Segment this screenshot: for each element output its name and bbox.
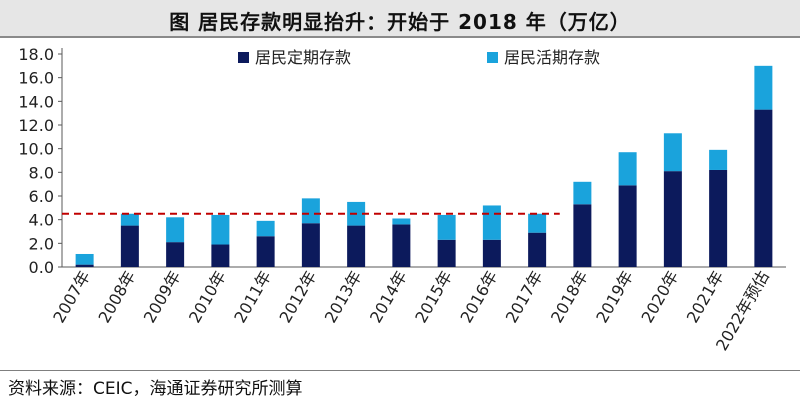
x-tick-label: 2011年	[230, 268, 275, 327]
bar-fixed-deposit	[211, 244, 230, 267]
x-tick-label: 2013年	[321, 268, 366, 327]
legend-swatch	[238, 52, 249, 63]
source-note: 资料来源：CEIC，海通证券研究所测算	[8, 379, 303, 399]
bar-demand-deposit	[166, 217, 185, 243]
chart-title: 图 居民存款明显抬升：开始于 2018 年（万亿）	[169, 10, 631, 34]
bar-demand-deposit	[618, 152, 637, 186]
y-tick-label: 12.0	[18, 116, 54, 135]
bar-demand-deposit	[392, 218, 411, 225]
x-tick-label: 2014年	[366, 268, 411, 327]
bar-demand-deposit	[75, 253, 94, 265]
y-tick-label: 18.0	[18, 45, 54, 64]
y-tick-label: 4.0	[29, 211, 54, 230]
bar-demand-deposit	[482, 205, 501, 240]
y-tick-label: 6.0	[29, 187, 54, 206]
bar-fixed-deposit	[663, 171, 682, 267]
legend-label: 居民定期存款	[255, 48, 351, 67]
bar-fixed-deposit	[618, 185, 637, 267]
bar-demand-deposit	[211, 214, 230, 245]
source-divider	[0, 370, 800, 371]
stacked-bar-chart: 0.0 2.0 4.0 6.0 8.0 10.0 12.0 14.0 16.0 18.0 2007年…	[18, 45, 786, 354]
y-tick-label: 14.0	[18, 92, 54, 111]
y-tick-label: 2.0	[29, 234, 54, 253]
bar-demand-deposit	[256, 220, 275, 237]
title-bar: 图 居民存款明显抬升：开始于 2018 年（万亿）	[0, 0, 800, 38]
bar-demand-deposit	[301, 198, 320, 224]
bar-fixed-deposit	[573, 204, 592, 267]
x-tick-label: 2008年	[95, 268, 140, 327]
bar-fixed-deposit	[709, 169, 728, 267]
y-tick-label: 16.0	[18, 69, 54, 88]
bar-fixed-deposit	[120, 225, 139, 267]
x-tick-label: 2015年	[411, 268, 456, 327]
y-tick-label: 8.0	[29, 163, 54, 182]
legend-label: 居民活期存款	[504, 48, 600, 67]
bar-fixed-deposit	[301, 223, 320, 267]
bar-fixed-deposit	[482, 239, 501, 267]
bar-demand-deposit	[709, 149, 728, 170]
bar-fixed-deposit	[437, 239, 456, 267]
x-tick-label: 2012年	[276, 268, 321, 327]
bar-demand-deposit	[528, 213, 547, 233]
legend-swatch	[487, 52, 498, 63]
x-tick-label: 2010年	[185, 268, 230, 327]
bar-demand-deposit	[663, 133, 682, 172]
x-tick-label: 2017年	[502, 268, 547, 327]
x-tick-label: 2009年	[140, 268, 185, 327]
x-tick-label: 2016年	[457, 268, 502, 327]
bar-fixed-deposit	[528, 232, 547, 267]
y-tick-label: 10.0	[18, 140, 54, 159]
bar-fixed-deposit	[75, 264, 94, 267]
bar-demand-deposit	[573, 181, 592, 205]
bar-fixed-deposit	[256, 236, 275, 267]
bar-fixed-deposit	[392, 224, 411, 267]
x-tick-label: 2018年	[547, 268, 592, 327]
x-tick-label: 2021年	[683, 268, 728, 327]
x-tick-label: 2020年	[638, 268, 683, 327]
x-tick-label: 2019年	[592, 268, 637, 327]
x-tick-label: 2007年	[49, 268, 94, 327]
bar-demand-deposit	[120, 213, 139, 226]
bar-demand-deposit	[437, 214, 456, 240]
bar-fixed-deposit	[166, 242, 185, 267]
y-tick-label: 0.0	[29, 258, 54, 277]
bar-fixed-deposit	[754, 109, 773, 267]
bar-demand-deposit	[754, 65, 773, 110]
bar-fixed-deposit	[347, 225, 366, 267]
